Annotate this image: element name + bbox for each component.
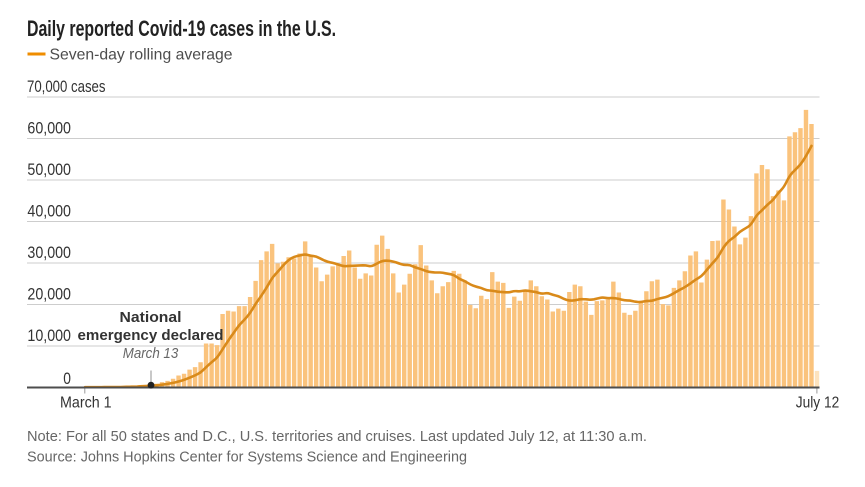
svg-text:20,000: 20,000 [27,286,71,304]
svg-text:Note: For all 50 states and D.: Note: For all 50 states and D.C., U.S. t… [27,429,647,445]
svg-text:50,000: 50,000 [27,161,71,179]
svg-text:March 1: March 1 [60,395,112,412]
svg-text:Daily reported Covid-19 cases: Daily reported Covid-19 cases in the U.S… [27,16,336,41]
svg-text:July 12: July 12 [796,395,839,412]
svg-text:30,000: 30,000 [27,244,71,262]
svg-text:Seven-day rolling average: Seven-day rolling average [50,47,233,64]
svg-text:Source: Johns Hopkins Center f: Source: Johns Hopkins Center for Systems… [27,450,467,466]
svg-text:emergency declared: emergency declared [78,328,224,344]
svg-text:National: National [120,310,182,326]
svg-text:10,000: 10,000 [27,327,71,345]
svg-text:0: 0 [63,370,71,388]
svg-text:March 13: March 13 [123,346,179,362]
svg-text:70,000 cases: 70,000 cases [27,78,106,96]
svg-text:40,000: 40,000 [27,203,71,221]
svg-text:60,000: 60,000 [27,120,71,138]
